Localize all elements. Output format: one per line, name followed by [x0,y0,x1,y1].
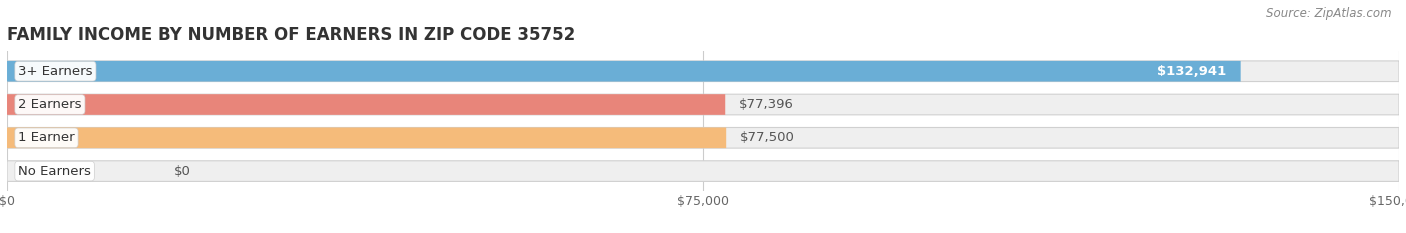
Text: $132,941: $132,941 [1157,65,1227,78]
Text: Source: ZipAtlas.com: Source: ZipAtlas.com [1267,7,1392,20]
FancyBboxPatch shape [7,127,1399,148]
Text: No Earners: No Earners [18,164,91,178]
Text: 2 Earners: 2 Earners [18,98,82,111]
FancyBboxPatch shape [7,94,1399,115]
Text: FAMILY INCOME BY NUMBER OF EARNERS IN ZIP CODE 35752: FAMILY INCOME BY NUMBER OF EARNERS IN ZI… [7,26,575,44]
FancyBboxPatch shape [7,127,727,148]
FancyBboxPatch shape [7,61,1240,82]
FancyBboxPatch shape [7,61,1399,82]
Text: $77,396: $77,396 [740,98,794,111]
FancyBboxPatch shape [7,161,1399,182]
Text: $0: $0 [174,164,191,178]
Text: 1 Earner: 1 Earner [18,131,75,144]
FancyBboxPatch shape [7,94,725,115]
Text: 3+ Earners: 3+ Earners [18,65,93,78]
Text: $77,500: $77,500 [740,131,794,144]
